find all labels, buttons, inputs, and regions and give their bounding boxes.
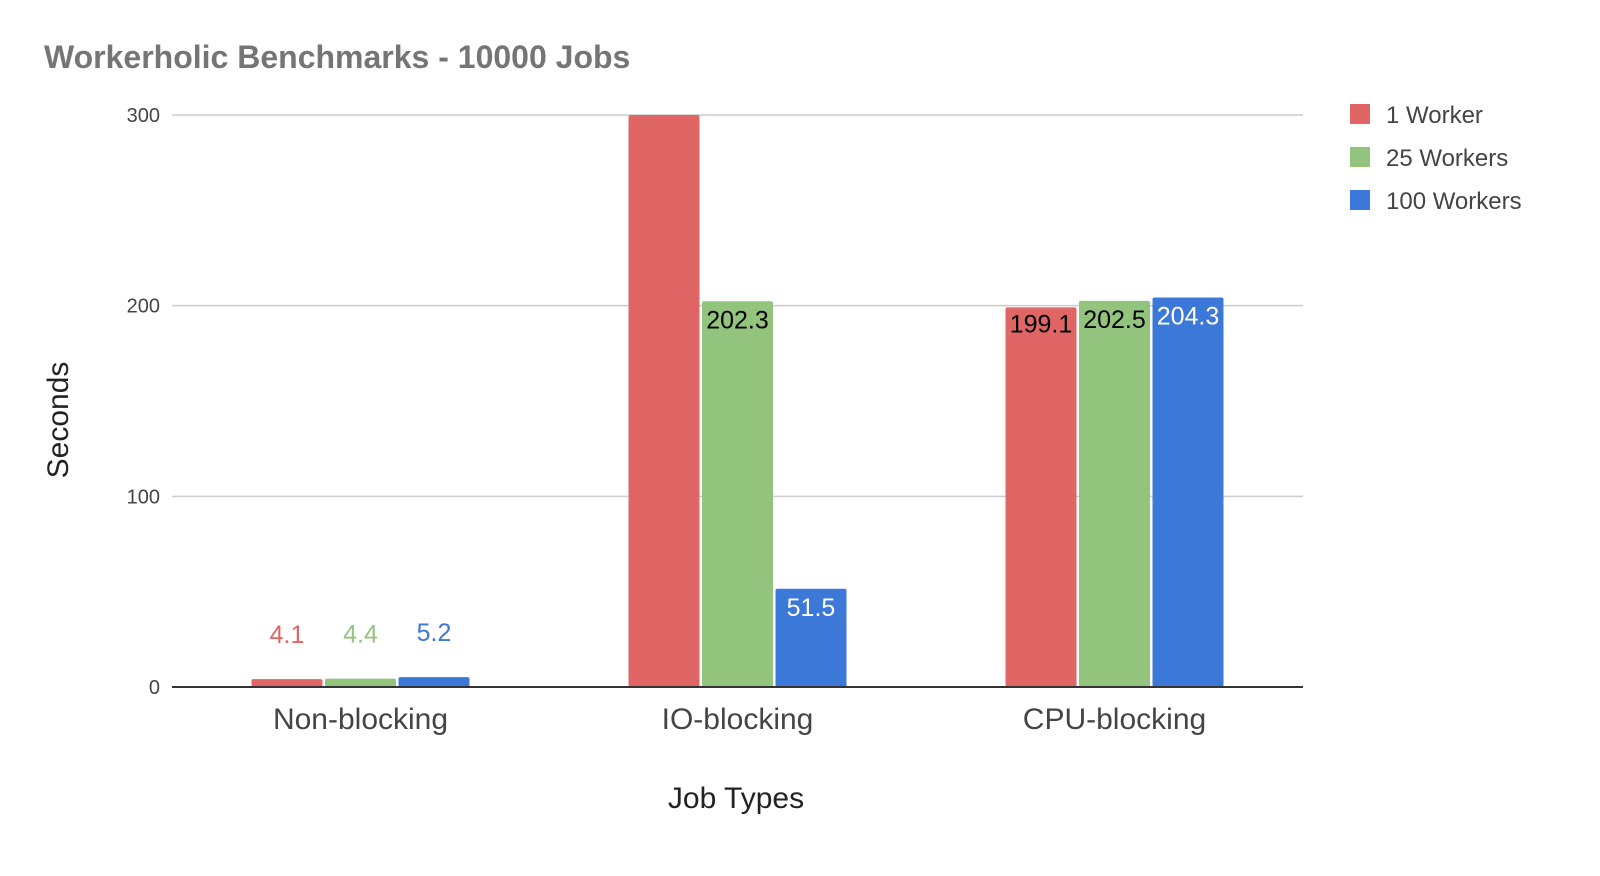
bar xyxy=(775,588,847,687)
data-label: 5.2 xyxy=(417,619,452,647)
data-label: 51.5 xyxy=(787,594,836,622)
bar xyxy=(325,678,396,687)
bar xyxy=(398,677,470,687)
y-tick-label: 300 xyxy=(127,105,160,127)
legend-swatch xyxy=(1350,190,1370,210)
bar xyxy=(1005,307,1077,687)
chart-title: Workerholic Benchmarks - 10000 Jobs xyxy=(44,39,630,75)
legend-label: 25 Workers xyxy=(1386,145,1508,172)
x-tick-label: Non-blocking xyxy=(273,703,448,736)
data-label: 202.3 xyxy=(706,306,769,334)
legend: 1 Worker 25 Workers 100 Workers xyxy=(1350,102,1522,215)
y-tick-label: 100 xyxy=(127,486,160,508)
bar xyxy=(628,115,700,687)
bar xyxy=(1152,297,1224,687)
x-tick-label: CPU-blocking xyxy=(1023,703,1206,736)
x-tick-label: IO-blocking xyxy=(662,703,814,736)
legend-swatch xyxy=(1350,104,1370,124)
legend-label: 100 Workers xyxy=(1386,188,1522,215)
bar xyxy=(702,301,773,687)
legend-swatch xyxy=(1350,147,1370,167)
data-labels: 4.1 4.4 5.2 202.3 51.5 199.1 202.5 204.3 xyxy=(270,302,1220,649)
bar xyxy=(1079,300,1150,687)
data-label: 204.3 xyxy=(1157,302,1220,330)
legend-label: 1 Worker xyxy=(1386,102,1483,129)
y-tick-label: 0 xyxy=(149,677,160,699)
data-label: 202.5 xyxy=(1083,306,1146,334)
bar xyxy=(251,679,323,687)
y-axis-title: Seconds xyxy=(42,362,75,479)
data-label: 4.4 xyxy=(343,621,378,649)
y-tick-label: 200 xyxy=(127,296,160,318)
data-label: 4.1 xyxy=(270,621,305,649)
data-label: 199.1 xyxy=(1010,310,1073,338)
x-axis-title: Job Types xyxy=(668,782,804,815)
bars xyxy=(251,115,1224,687)
axes: 0 100 200 300 Non-blocking IO-blocking CPU-blo… xyxy=(127,105,1303,736)
